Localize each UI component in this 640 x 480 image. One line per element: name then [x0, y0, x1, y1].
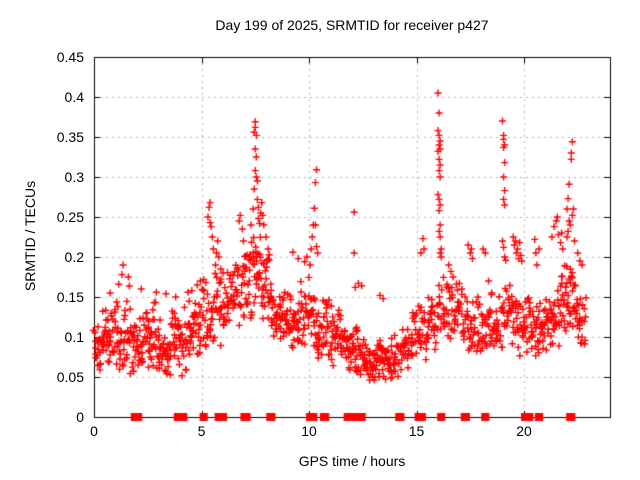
y-tick-label: 0.4	[64, 89, 84, 105]
y-tick-label: 0.35	[56, 129, 84, 145]
x-tick-label: 10	[301, 423, 317, 439]
x-tick-label: 15	[408, 423, 425, 439]
y-tick-label: 0.3	[64, 169, 84, 185]
y-tick-label: 0.25	[56, 209, 84, 225]
y-tick-label: 0	[76, 409, 84, 425]
y-tick-label: 0.45	[56, 49, 84, 65]
y-tick-label: 0.2	[64, 249, 84, 265]
x-tick-label: 20	[516, 423, 532, 439]
x-tick-label: 0	[90, 423, 98, 439]
y-tick-label: 0.05	[56, 369, 84, 385]
x-axis-label: GPS time / hours	[298, 453, 406, 469]
x-tick-label: 5	[197, 423, 206, 439]
chart-title: Day 199 of 2025, SRMTID for receiver p42…	[215, 17, 489, 33]
y-tick-label: 0.15	[56, 289, 84, 305]
y-tick-label: 0.1	[64, 329, 84, 345]
